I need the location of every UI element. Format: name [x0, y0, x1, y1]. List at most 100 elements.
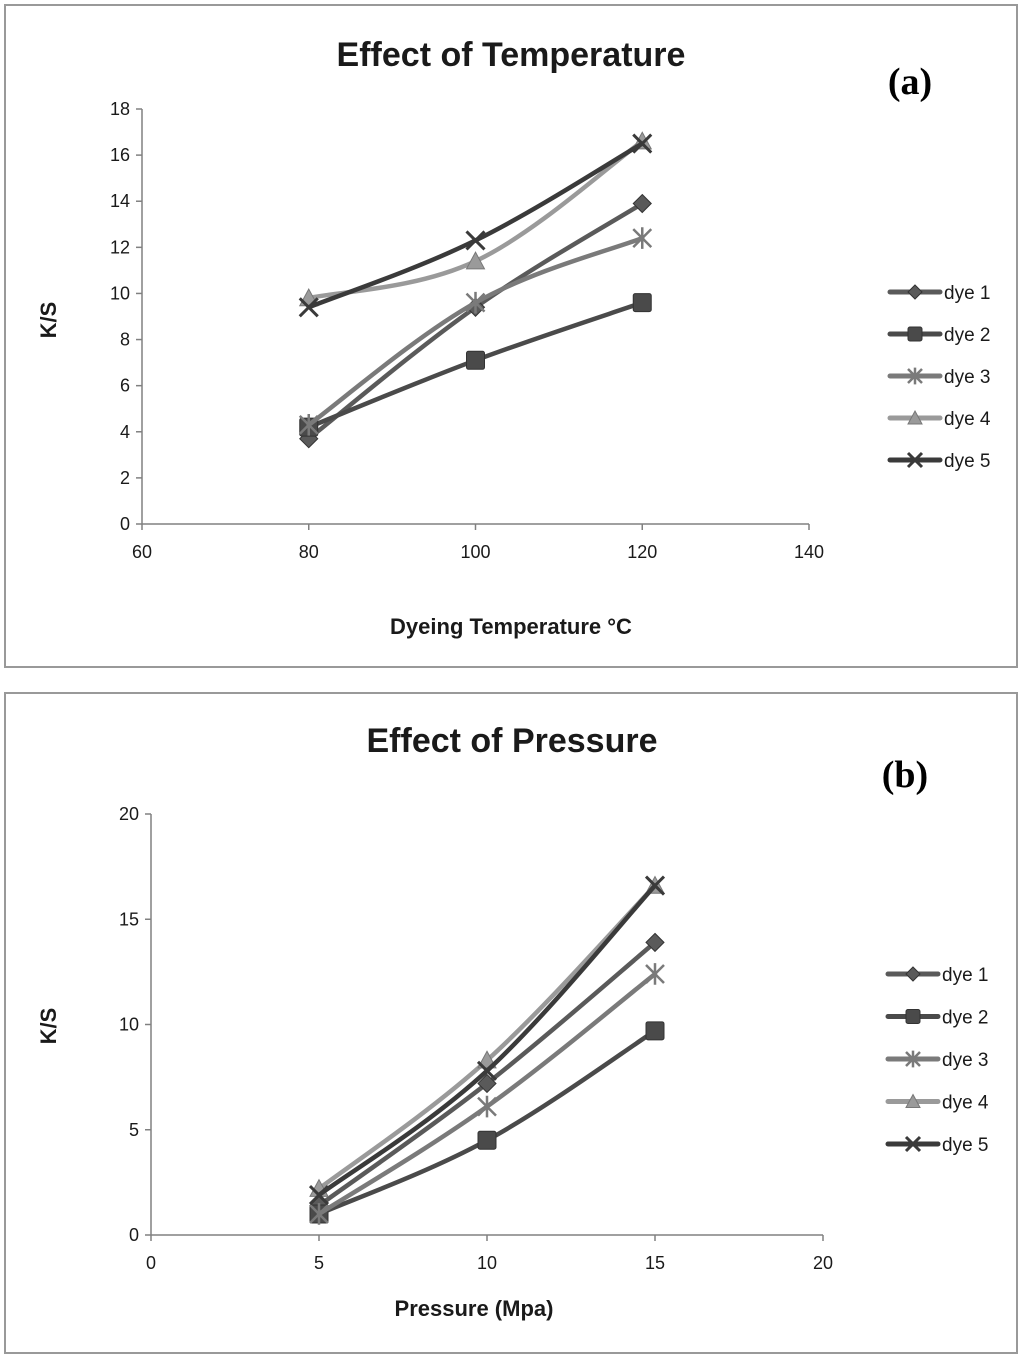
legend-marker	[905, 1050, 921, 1068]
legend-item: dye 3	[885, 1050, 988, 1071]
legend-label: dye 5	[944, 451, 990, 472]
x-axis-title: Pressure (Mpa)	[395, 1296, 554, 1321]
y-tick-label: 2	[120, 468, 130, 488]
y-tick-label: 8	[120, 330, 130, 350]
legend-label: dye 2	[942, 1008, 988, 1029]
x-tick-label: 140	[794, 542, 824, 562]
legend-item: dye 4	[887, 409, 991, 430]
x-tick-label: 60	[132, 542, 152, 562]
legend-marker	[905, 1093, 921, 1108]
legend-item: dye 4	[885, 1093, 989, 1114]
data-point	[632, 293, 652, 313]
y-tick-label: 0	[120, 514, 130, 534]
y-tick-label: 6	[120, 376, 130, 396]
data-point	[645, 963, 665, 985]
x-tick-label: 10	[477, 1253, 497, 1273]
legend-marker	[905, 966, 921, 982]
legend-label: dye 2	[944, 325, 990, 346]
data-point	[465, 230, 486, 251]
legend-marker	[907, 326, 923, 342]
data-point	[476, 1060, 498, 1081]
y-tick-label: 10	[110, 283, 130, 303]
series-dye-5	[308, 875, 666, 1206]
legend-marker	[906, 451, 924, 469]
x-tick-label: 20	[813, 1253, 833, 1273]
axes: 0 5 10 15 20 0 5 10 15 20	[119, 804, 833, 1273]
legend-marker	[905, 1009, 921, 1024]
y-axis-title: K/S	[36, 1008, 61, 1045]
y-tick-label: 12	[110, 237, 130, 257]
series-dye-4	[298, 131, 653, 307]
legend-label: dye 3	[942, 1050, 988, 1071]
legend-label: dye 1	[942, 965, 988, 986]
legend-label: dye 3	[944, 367, 990, 388]
series-group	[298, 131, 653, 449]
data-point	[477, 1095, 497, 1118]
chart-title: Effect of Temperature	[337, 36, 686, 74]
y-tick-label: 18	[110, 99, 130, 119]
x-tick-label: 15	[645, 1253, 665, 1273]
legend-item: dye 1	[885, 965, 988, 986]
legend-marker	[907, 284, 923, 300]
series-line	[306, 139, 645, 301]
data-point	[465, 291, 486, 314]
legend-label: dye 4	[942, 1093, 989, 1114]
data-point	[644, 875, 666, 896]
x-tick-label: 80	[299, 542, 319, 562]
data-point	[477, 1073, 497, 1094]
series-line	[306, 141, 645, 310]
series-dye-3	[309, 963, 665, 1225]
x-tick-label: 120	[627, 542, 657, 562]
y-tick-label: 20	[119, 804, 139, 824]
legend-item: dye 5	[885, 1135, 988, 1156]
data-point	[632, 193, 652, 214]
axes: 0 2 4 6 8 10 12 14 16 18 60 80 100 120 140	[110, 99, 824, 562]
data-point	[298, 414, 319, 436]
legend: dye 1 dye 2 dye 3 dye 4 dye 5	[885, 965, 989, 1156]
data-point	[645, 932, 665, 953]
y-tick-label: 15	[119, 909, 139, 929]
y-tick-label: 14	[110, 191, 130, 211]
legend-marker	[907, 409, 923, 425]
chart-panel-pressure: Effect of Pressure (b) Pressure (Mpa) K/…	[4, 692, 1018, 1354]
legend: dye 1 dye 2 dye 3 dye 4 dye 5	[887, 283, 991, 472]
legend-item: dye 1	[887, 283, 990, 304]
series-dye-5	[298, 133, 653, 318]
legend-item: dye 2	[887, 325, 990, 346]
x-axis-title: Dyeing Temperature °C	[390, 614, 632, 639]
data-point	[465, 251, 486, 270]
legend-marker	[904, 1135, 922, 1153]
panel-label: (a)	[888, 61, 932, 103]
y-tick-label: 4	[120, 422, 130, 442]
data-point	[466, 350, 485, 370]
series-dye-1	[309, 932, 665, 1216]
series-dye-3	[298, 227, 653, 436]
data-point	[645, 1021, 665, 1041]
legend-label: dye 4	[944, 409, 991, 430]
legend-label: dye 1	[944, 283, 990, 304]
data-point	[632, 133, 653, 154]
chart-temperature: Effect of Temperature (a) Dyeing Tempera…	[36, 36, 991, 639]
legend-marker	[907, 367, 923, 385]
legend-item: dye 3	[887, 367, 990, 388]
legend-item: dye 2	[885, 1008, 988, 1029]
chart-title: Effect of Pressure	[367, 722, 658, 760]
y-axis-title: K/S	[36, 302, 61, 339]
y-tick-label: 16	[110, 145, 130, 165]
y-tick-label: 10	[119, 1015, 139, 1035]
series-group	[308, 875, 666, 1225]
panel-label: (b)	[882, 754, 928, 796]
data-point	[477, 1130, 497, 1150]
y-tick-label: 5	[129, 1120, 139, 1140]
x-tick-label: 0	[146, 1253, 156, 1273]
series-line	[316, 971, 658, 1217]
legend-label: dye 5	[942, 1135, 988, 1156]
x-tick-label: 100	[460, 542, 490, 562]
y-tick-label: 0	[129, 1225, 139, 1245]
data-point	[309, 1203, 329, 1225]
data-point	[298, 297, 319, 318]
legend-item: dye 5	[887, 451, 990, 472]
chart-panel-temperature: Effect of Temperature (a) Dyeing Tempera…	[4, 4, 1018, 668]
data-point	[632, 227, 653, 249]
x-tick-label: 5	[314, 1253, 324, 1273]
